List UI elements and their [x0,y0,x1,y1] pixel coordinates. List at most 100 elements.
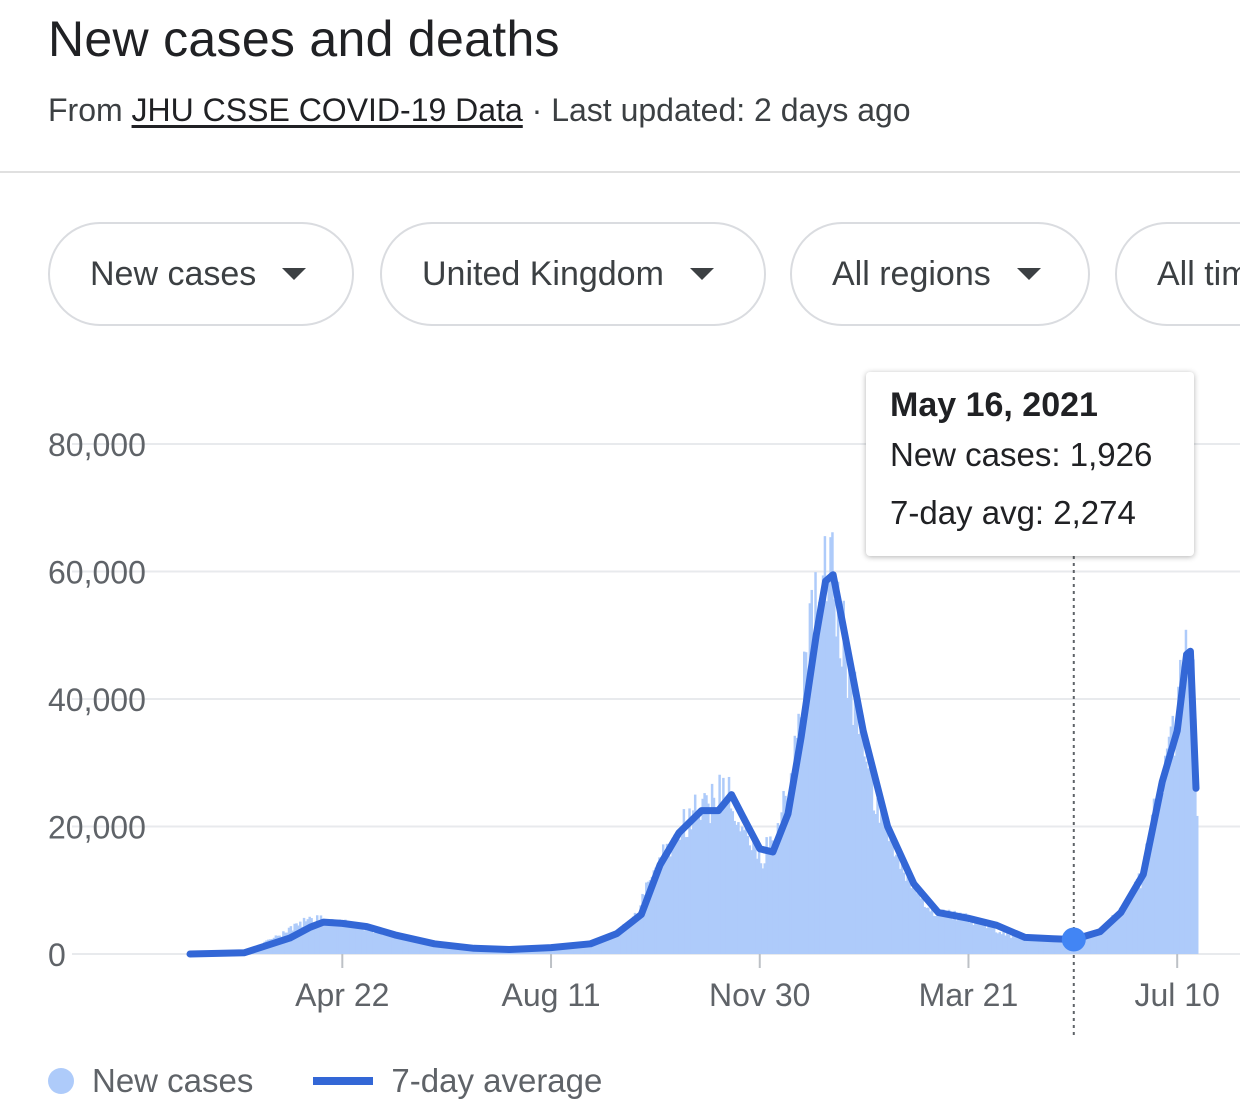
new-cases-bar [878,822,881,954]
filter-bar: New cases United Kingdom All regions All… [0,222,1240,330]
new-cases-bar [917,891,921,954]
new-cases-bar [697,812,701,954]
new-cases-bar [1056,941,1060,954]
new-cases-bar [735,824,738,954]
new-cases-bar [630,924,633,954]
new-cases-bar [1101,932,1105,954]
new-cases-bar [425,943,428,954]
new-cases-bar [881,810,885,954]
new-cases-bar [1120,914,1124,954]
new-cases-bar [321,919,325,954]
new-cases-bar [752,837,755,954]
new-cases-bar [652,870,656,954]
new-cases-bar [1053,938,1056,954]
new-cases-bar [998,932,1002,954]
new-cases-bar [411,938,415,954]
new-cases-bar [453,945,456,954]
cases-chart[interactable]: 0 20,000 40,000 60,000 80,000 Apr 22 Aug 11 Nov… [0,360,1240,1040]
new-cases-bar [1019,938,1022,954]
new-cases-bar [712,797,716,954]
new-cases-bar [654,867,657,954]
new-cases-bar [1192,659,1195,954]
new-cases-bar [1013,934,1017,954]
new-cases-bar [584,944,588,954]
new-cases-bar [1115,918,1118,954]
new-cases-bar [661,844,665,954]
new-cases-bar [1002,931,1005,954]
new-cases-bar [1173,755,1176,954]
new-cases-bar [806,687,810,954]
new-cases-bar [586,944,590,954]
new-cases-bar [643,894,646,954]
new-cases-bar [870,759,874,954]
new-cases-bar [787,792,791,954]
new-cases-bar [774,847,778,954]
new-cases-bar [569,947,573,954]
new-cases-bar [701,798,704,954]
new-cases-bar [564,946,567,954]
new-cases-bar [838,658,842,954]
location-dropdown-label: United Kingdom [422,254,664,293]
new-cases-bar [413,940,417,954]
location-dropdown[interactable]: United Kingdom [380,222,766,326]
new-cases-bar [376,932,379,954]
new-cases-bar [959,912,962,954]
new-cases-bar [1028,935,1032,954]
new-cases-bar [842,600,845,954]
new-cases-bar [387,934,390,954]
new-cases-bar [851,724,855,954]
new-cases-bar [977,924,981,954]
new-cases-bar [639,905,642,954]
new-cases-bar [656,866,659,954]
new-cases-bar [974,922,977,954]
new-cases-bar [780,812,783,954]
new-cases-bar [827,579,830,954]
new-cases-bar [893,856,896,954]
chevron-down-icon [689,268,714,280]
new-cases-bar [443,944,447,954]
new-cases-bar [622,924,625,954]
new-cases-bar [400,935,404,954]
new-cases-bar [419,940,422,954]
new-cases-bar [906,876,909,954]
new-cases-bar [633,912,637,954]
new-cases-bar [545,948,548,954]
new-cases-bar [866,768,870,954]
new-cases-bar [1147,841,1150,954]
new-cases-bar [857,734,861,954]
new-cases-bar [844,650,847,954]
regions-dropdown[interactable]: All regions [790,222,1090,326]
time-range-dropdown[interactable]: All time [1115,222,1240,326]
new-cases-bar [833,599,836,954]
new-cases-bar [1036,940,1039,954]
new-cases-bar [336,922,340,954]
new-cases-bar [761,868,765,954]
new-cases-bar [795,737,798,954]
new-cases-bar [855,692,859,954]
source-link[interactable]: JHU CSSE COVID-19 Data [131,92,523,128]
new-cases-bar [784,795,787,954]
chevron-down-icon [1016,268,1041,280]
highlight-point [1061,927,1086,952]
new-cases-bar [299,921,302,954]
y-tick-label: 20,000 [48,810,146,846]
new-cases-bar [635,918,639,954]
new-cases-bar [951,919,955,954]
new-cases-bar [428,942,432,954]
new-cases-bar [1162,793,1165,954]
new-cases-legend-swatch [48,1068,74,1094]
new-cases-bar [355,926,358,954]
metric-dropdown[interactable]: New cases [48,222,354,326]
new-cases-bar [707,803,710,954]
new-cases-bar [904,880,908,954]
new-cases-bar [776,823,780,954]
new-cases-bar [853,671,857,954]
new-cases-bar [1062,941,1065,954]
new-cases-bar [385,935,389,954]
new-cases-bar [1017,934,1020,954]
new-cases-bar [1180,683,1184,954]
new-cases-bar [280,936,283,954]
new-cases-bar [332,924,336,954]
new-cases-bar [447,945,451,954]
new-cases-bar [1111,914,1114,954]
